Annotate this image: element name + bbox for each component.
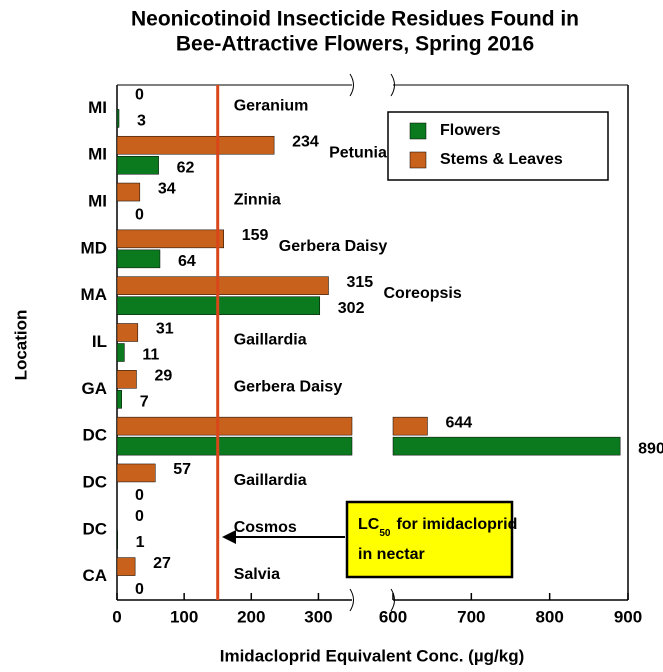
bar [116, 109, 120, 128]
value-label: 1 [136, 534, 145, 551]
value-label: 0 [135, 581, 144, 598]
x-axis-label: Imidacloprid Equivalent Conc. (µg/kg) [220, 646, 525, 665]
y-tick-label: DC [82, 426, 107, 445]
value-label: 31 [156, 321, 174, 338]
arrow-head [222, 530, 236, 544]
bar [116, 343, 125, 362]
chart-title: Neonicotinoid Insecticide Residues Found… [131, 8, 579, 31]
value-label: 302 [338, 300, 365, 317]
y-tick-label: DC [82, 519, 107, 538]
bar [392, 436, 621, 456]
bar [116, 463, 156, 483]
bar [116, 249, 161, 269]
bar [392, 416, 428, 436]
plant-label: Gerbera Daisy [279, 238, 388, 255]
y-tick-label: MI [88, 145, 107, 164]
axis-break [349, 73, 354, 97]
legend-swatch [409, 122, 427, 140]
bar [116, 182, 141, 202]
value-label: 29 [154, 368, 172, 385]
value-label: 57 [173, 461, 191, 478]
value-label: 7 [140, 394, 149, 411]
y-tick-label: CA [82, 566, 107, 585]
y-tick-label: IL [92, 332, 107, 351]
value-label: 64 [178, 253, 196, 270]
annotation-text: for imidacloprid [396, 516, 517, 533]
value-label: 234 [292, 133, 319, 150]
axis-break [390, 73, 395, 97]
axis-break [390, 588, 395, 612]
plant-label: Geranium [234, 98, 309, 115]
bar [116, 557, 136, 576]
value-label: 27 [153, 555, 171, 572]
value-label: 315 [347, 274, 374, 291]
value-label: 11 [142, 347, 159, 364]
legend-label: Stems & Leaves [440, 151, 563, 168]
legend-label: Flowers [440, 122, 501, 139]
chart-title: Bee-Attractive Flowers, Spring 2016 [176, 33, 534, 56]
plant-label: Gaillardia [234, 332, 307, 349]
bar [116, 390, 122, 409]
y-tick-label: DC [82, 472, 107, 491]
bar [116, 229, 225, 249]
y-tick-label: MA [81, 285, 107, 304]
axis-break [349, 588, 354, 612]
annotation-text: in nectar [358, 546, 425, 563]
y-tick-label: MI [88, 192, 107, 211]
value-label: 3 [137, 113, 146, 130]
plant-label: Cosmos [234, 519, 297, 536]
annotation-subscript: 50 [379, 528, 391, 539]
x-tick-label: 100 [170, 607, 198, 626]
x-tick-label: 300 [304, 607, 332, 626]
bar [116, 276, 329, 295]
bar [116, 135, 275, 155]
value-label: 0 [135, 487, 144, 504]
annotation-box [345, 500, 514, 579]
value-label: 159 [242, 227, 269, 244]
plant-label: Zinnia [234, 191, 281, 208]
legend-swatch [409, 151, 427, 169]
x-tick-label: 200 [237, 607, 265, 626]
plant-label: Salvia [234, 566, 280, 583]
y-tick-label: MI [88, 98, 107, 117]
annotation-text: LC [358, 516, 380, 533]
bar [116, 155, 159, 175]
plant-label: Petunia [329, 144, 387, 161]
x-tick-label: 0 [112, 607, 121, 626]
value-label: 0 [135, 87, 144, 104]
y-axis-label: Location [11, 310, 30, 381]
plant-label: Coreopsis [384, 285, 462, 302]
bar [116, 416, 353, 436]
x-tick-label: 700 [457, 607, 485, 626]
value-label: 0 [135, 206, 144, 223]
value-label: 34 [158, 180, 176, 197]
x-tick-label: 800 [535, 607, 563, 626]
annotation-text: LC50 for imidacloprid [358, 516, 517, 538]
bar [116, 530, 118, 550]
bar [116, 436, 353, 456]
value-label: 0 [135, 508, 144, 525]
x-tick-label: 900 [614, 607, 642, 626]
bar [116, 323, 139, 342]
y-tick-label: GA [82, 379, 108, 398]
legend-box [387, 111, 609, 181]
plant-label: Gaillardia [234, 472, 307, 489]
value-label: 890 [638, 440, 663, 457]
value-label: 644 [445, 414, 472, 431]
y-tick-label: MD [81, 238, 107, 257]
x-tick-label: 600 [379, 607, 407, 626]
value-label: 62 [177, 159, 195, 176]
plant-label: Gerbera Daisy [234, 379, 343, 396]
bar [116, 370, 137, 389]
